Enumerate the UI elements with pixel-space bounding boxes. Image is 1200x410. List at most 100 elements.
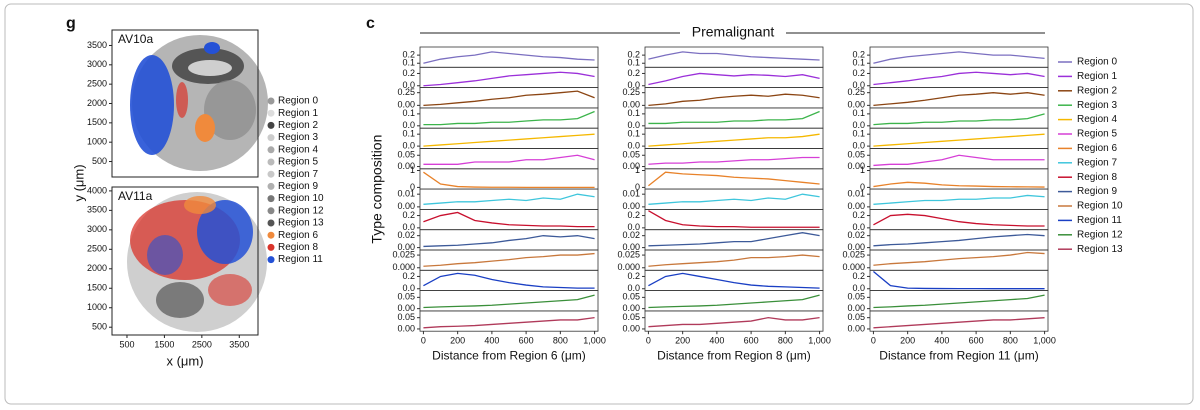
- series-line: [648, 210, 820, 228]
- series-line: [873, 71, 1045, 86]
- series-line: [423, 252, 595, 267]
- legend-label: Region 10: [278, 193, 324, 204]
- y-tick-label: 0.0: [627, 140, 640, 150]
- series-line: [873, 251, 1045, 266]
- y-tick-label: 0.05: [397, 150, 415, 160]
- map-image-1: [130, 35, 268, 171]
- y-tick-label: 0.0: [627, 120, 640, 130]
- legend-label: Region 2: [1077, 85, 1117, 96]
- legend-swatch: [267, 121, 275, 129]
- y-tick-label: 0.00: [622, 242, 640, 252]
- series-line: [423, 90, 595, 107]
- series-line: [873, 92, 1045, 107]
- series-line: [648, 317, 820, 328]
- y-tick-label: 0.2: [852, 68, 865, 78]
- series-line: [648, 254, 820, 267]
- series-line: [423, 211, 595, 228]
- y-tick-label: 0.0: [402, 222, 415, 232]
- map-title: AV11a: [118, 189, 153, 203]
- x-tick-label: 1,000: [1033, 336, 1056, 346]
- legend-label: Region 12: [278, 205, 324, 216]
- y-tick-label: 0.05: [397, 312, 415, 322]
- y-tick-label: 500: [92, 322, 107, 332]
- legend-swatch: [267, 146, 275, 154]
- series-line: [873, 181, 1045, 188]
- y-tick-label: 0.1: [852, 129, 865, 139]
- y-tick-label: 0.2: [852, 271, 865, 281]
- y-tick-label: 0: [635, 182, 640, 192]
- y-tick-label: 0.0: [852, 120, 865, 130]
- y-tick-label: 0.1: [627, 108, 640, 118]
- y-tick-label: 0: [860, 182, 865, 192]
- y-tick-label: 1500: [87, 283, 107, 293]
- y-tick-label: 0: [410, 182, 415, 192]
- legend-swatch: [267, 134, 275, 142]
- x-tick-label: 400: [934, 336, 949, 346]
- y-tick-label: 0.2: [402, 210, 415, 220]
- legend-swatch: [267, 109, 275, 117]
- legend-swatch: [267, 243, 275, 251]
- y-tick-label: 0.00: [847, 323, 865, 333]
- series-line: [648, 156, 820, 165]
- legend-label: Region 6: [1077, 143, 1117, 154]
- row-frame: [644, 310, 824, 332]
- legend-label: Region 12: [1077, 229, 1123, 240]
- y-tick-label: 0.00: [847, 242, 865, 252]
- y-tick-label: 0.00: [847, 201, 865, 211]
- row-frame: [419, 310, 599, 332]
- x-tick-label: 200: [675, 336, 690, 346]
- x-tick-label: 1,000: [808, 336, 831, 346]
- x-tick-label: 500: [119, 339, 134, 349]
- legend-swatch: [267, 97, 275, 105]
- y-tick-label: 0.05: [622, 292, 640, 302]
- y-tick-label: 0.25: [397, 87, 415, 97]
- y-tick-label: 0.1: [402, 129, 415, 139]
- y-tick-label: 0.05: [847, 150, 865, 160]
- y-tick-label: 1: [410, 165, 415, 175]
- y-tick-label: 0.01: [397, 189, 415, 199]
- legend-label: Region 13: [278, 218, 324, 229]
- y-tick-label: 0.00: [622, 303, 640, 313]
- legend-swatch: [267, 195, 275, 203]
- y-tick-label: 0.05: [622, 150, 640, 160]
- x-tick-label: 600: [519, 336, 534, 346]
- series-line: [423, 133, 595, 147]
- x-axis-label: Distance from Region 6 (μm): [432, 348, 586, 362]
- map-title: AV10a: [118, 32, 153, 46]
- y-tick-label: 0.1: [627, 58, 640, 68]
- y-tick-label: 1500: [87, 117, 107, 127]
- y-tick-label: 0.00: [397, 201, 415, 211]
- series-line: [648, 232, 820, 247]
- series-line: [648, 133, 820, 147]
- series-line: [648, 72, 820, 86]
- x-tick-label: 600: [744, 336, 759, 346]
- y-tick-label: 0.025: [392, 249, 415, 259]
- x-tick-label: 2500: [192, 339, 212, 349]
- legend-label: Region 9: [1077, 186, 1117, 197]
- y-tick-label: 0.0: [402, 283, 415, 293]
- legend-label: Region 1: [278, 108, 318, 119]
- series-line: [423, 272, 595, 289]
- y-tick-label: 0.02: [622, 230, 640, 240]
- y-tick-label: 0.000: [392, 262, 415, 272]
- series-line: [648, 294, 820, 309]
- x-tick-label: 0: [871, 336, 876, 346]
- map-frame: [111, 186, 259, 336]
- y-tick-label: 0.00: [847, 100, 865, 110]
- series-line: [873, 194, 1045, 205]
- y-tick-label: 1: [635, 165, 640, 175]
- y-tick-label: 0.0: [402, 140, 415, 150]
- y-tick-label: 0.2: [852, 49, 865, 59]
- y-tick-label: 3000: [87, 224, 107, 234]
- x-tick-label: 3500: [229, 339, 249, 349]
- y-tick-label: 0.2: [627, 49, 640, 59]
- y-tick-label: 0.00: [397, 242, 415, 252]
- series-line: [648, 193, 820, 205]
- y-tick-label: 1000: [87, 137, 107, 147]
- y-tick-label: 0.0: [852, 222, 865, 232]
- y-tick-label: 0.1: [402, 58, 415, 68]
- legend-label: Region 5: [278, 157, 318, 168]
- y-tick-label: 0.025: [617, 249, 640, 259]
- y-tick-label: 4000: [87, 185, 107, 195]
- y-tick-label: 0.05: [847, 312, 865, 322]
